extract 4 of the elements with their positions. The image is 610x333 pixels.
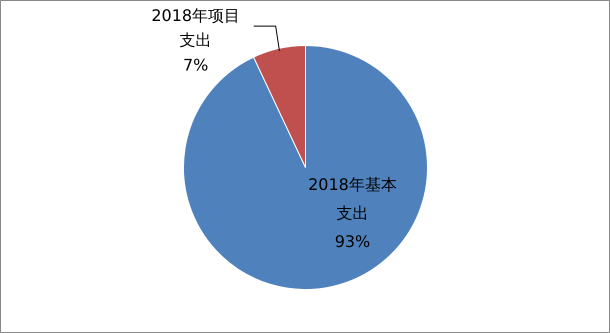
data-label: 7% <box>183 55 208 74</box>
data-label: 93% <box>334 232 370 252</box>
slice-label: 2018年项目支出 <box>151 6 240 50</box>
slice-label: 2018年基本支出 <box>308 175 397 223</box>
